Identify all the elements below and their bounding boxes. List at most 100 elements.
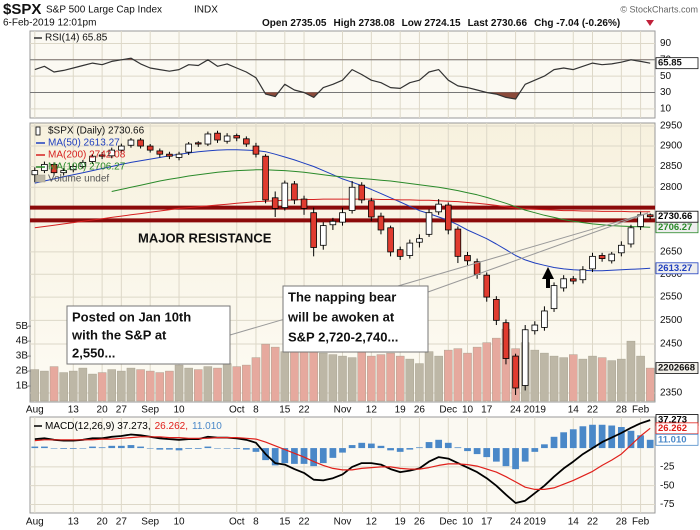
resistance-label: MAJOR RESISTANCE [138,230,272,245]
x-tick-label: 20 [97,405,109,416]
x-tick-label: 12 [366,517,378,528]
up-arrow [542,267,554,288]
macd-histogram-bar [348,445,356,449]
volume-bar [559,357,568,402]
macd-histogram-bar [156,448,164,450]
value-tag: 2613.27 [658,263,692,274]
x-tick-label: 10 [173,517,185,528]
legend-entry: 11.010 [192,421,222,432]
candle-body [146,145,154,151]
candle-body [194,142,202,145]
annotation-text: will be awoken at [287,309,395,324]
volume-bar [347,357,357,402]
x-tick-label: 20 [97,517,109,528]
value-tag-box [655,433,699,446]
macd-histogram-bar [531,448,539,452]
x-tick-label: 27 [116,405,128,416]
rsi-line [34,57,651,100]
candle-body [358,184,366,201]
volume-bar [88,373,97,402]
value-tag: 2706.27 [658,222,692,233]
value-tag: 2202668 [658,363,695,374]
volume-bar [107,369,116,402]
candle-body [444,204,452,231]
candle-body [108,149,116,157]
candle-body [521,329,529,386]
trend-line [427,212,649,293]
macd-histogram-bar [60,448,68,449]
macd-histogram-bar [242,448,250,450]
candle-body [89,155,96,162]
macd-histogram-bar [646,439,654,449]
macd-histogram-bar [589,424,596,449]
volume-bar [597,357,607,402]
legend-entry: MA(50) 2613.27 [48,138,120,149]
legend-entry: MA(100) 2706.27 [48,162,126,173]
candle-body [502,322,510,359]
volume-bar [270,346,280,402]
volume-bar [49,366,59,402]
price-legend: $SPX (Daily) 2730.66 [48,126,145,137]
moving-average [111,169,651,228]
group [30,419,655,505]
x-tick-label: 19 [395,405,407,416]
macd-histogram-bar [146,448,154,449]
macd-histogram-bar [300,448,308,464]
value-tag: 65.85 [658,58,682,69]
x-tick-label: 14 [568,517,580,528]
candle-body [396,249,404,257]
macd-histogram-bar [406,448,414,450]
macd-histogram-bar [166,448,173,450]
macd-histogram-bar [41,446,48,449]
x-tick-label: Dec [439,405,457,416]
y-tick-label: 2650 [660,247,683,258]
volume-bar [395,355,405,402]
quote: Open 2735.05 High 2738.08 Low 2724.15 Last … [262,18,620,29]
macd-histogram-bar [617,427,625,449]
x-tick-label: 15 [279,405,291,416]
x-tick-label: 8 [253,517,259,528]
candle-body [483,274,491,298]
annotation-text: S&P 2,720-2,740... [288,329,398,344]
legend-swatch [35,126,41,136]
macd-histogram-bar [233,448,241,449]
volume-bar [626,340,636,402]
volume-bar [194,369,203,402]
x-tick-label: 17 [481,405,493,416]
candle-body [31,170,39,176]
x-tick-label: 24 [510,517,522,528]
volume-bar [588,355,597,402]
plot-layer: Aug Aug 13 13 20 20 27 27 Sep Sep 10 10 Oct Oct 8 8 15 15… [16,31,699,528]
volume-bar [290,349,299,402]
candle-body [589,255,596,270]
volume-bar [376,354,386,402]
macd-histogram-bar [627,430,635,449]
macd-histogram-bar [598,424,606,449]
volume-bar [261,343,270,402]
macd-histogram-bar [89,446,96,449]
legend-swatch [35,174,46,183]
x-tick-label: Oct [229,405,245,416]
volume-bar [328,354,338,402]
volume-tick-label: 4B [16,336,29,347]
title: $SPX [3,1,41,18]
volume-bar [617,358,626,402]
x-tick-label: 13 [68,517,80,528]
volume-bar [569,354,578,402]
candle-body [156,150,164,155]
macd-histogram-bar [252,448,260,452]
y-tick-label: 50 [660,71,672,82]
x-tick-label: 22 [587,405,599,416]
volume-bar [280,351,290,402]
volume-bar [444,349,453,402]
candle-body [512,355,519,389]
macd-histogram-bar [444,442,452,449]
value-tag-box [655,210,699,223]
candle-body [69,166,77,171]
x-tick-label: 13 [68,405,80,416]
macd-histogram-bar [483,448,491,458]
value-tag: 11.010 [658,434,687,445]
y-tick-label: -50 [660,480,675,491]
macd-histogram-bar [521,448,529,462]
x-tick-label: 28 [616,517,628,528]
